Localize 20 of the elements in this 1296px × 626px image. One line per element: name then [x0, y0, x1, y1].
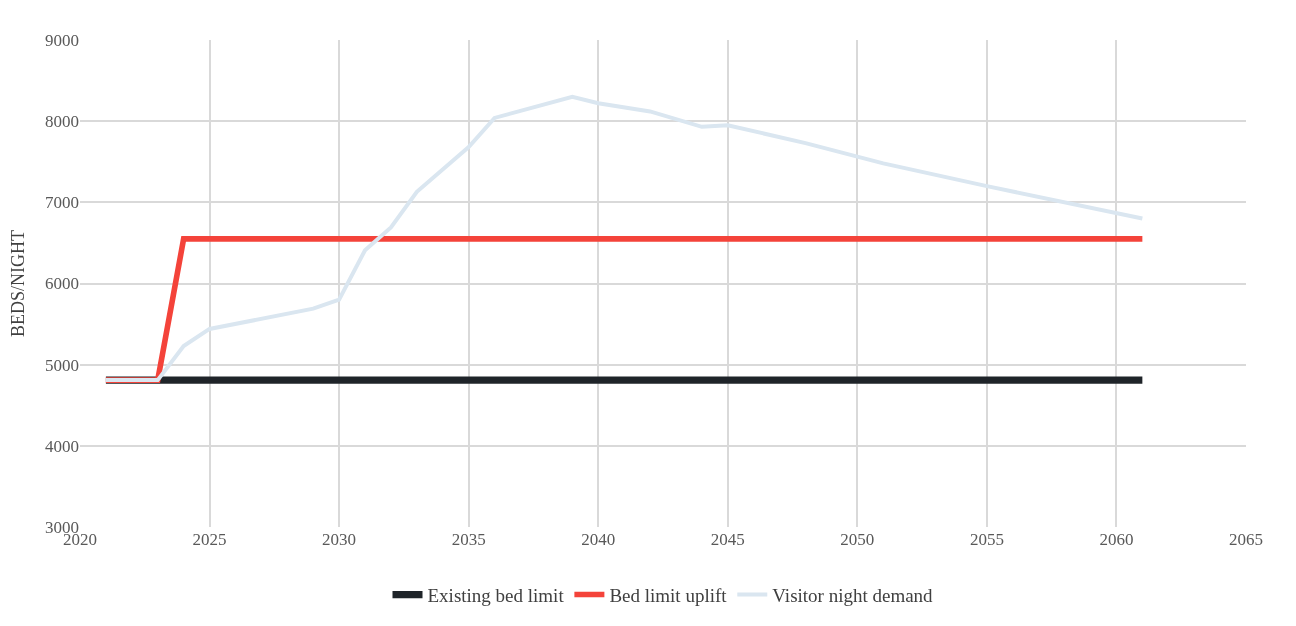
y-tick-label: 5000	[45, 355, 79, 375]
legend-label: Visitor night demand	[772, 584, 934, 606]
y-tick-label: 7000	[45, 193, 79, 213]
x-tick-label: 2045	[710, 530, 745, 549]
x-tick-label: 2035	[451, 530, 486, 549]
x-tick-label: 2030	[322, 530, 357, 549]
y-tick-label: 8000	[45, 112, 79, 132]
x-tick-label: 2040	[581, 530, 616, 549]
x-tick-label: 2025	[192, 530, 227, 549]
x-tick-label: 2055	[969, 530, 1004, 549]
line-series	[103, 94, 1145, 383]
y-axis-title: BEDS/NIGHT	[8, 230, 29, 337]
legend-label: Existing bed limit	[427, 584, 565, 606]
y-tick-label: 4000	[45, 436, 79, 456]
x-tick-label: 2050	[840, 530, 875, 549]
y-tick-label: 9000	[45, 30, 79, 50]
x-tick-label: 2060	[1099, 530, 1134, 549]
y-tick-label: 6000	[45, 274, 79, 294]
legend-label: Bed limit uplift	[609, 584, 728, 606]
x-tick-label: 2065	[1229, 530, 1263, 549]
